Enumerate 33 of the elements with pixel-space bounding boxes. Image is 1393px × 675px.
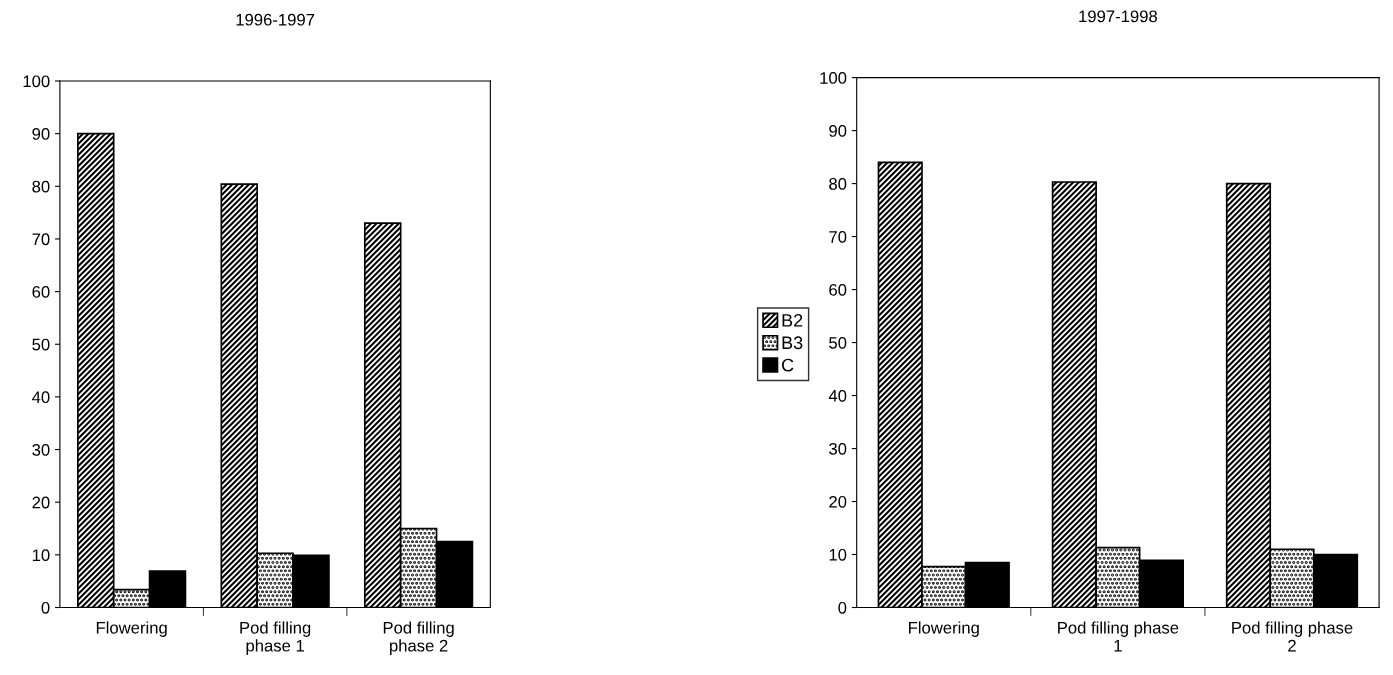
legend-label: B2 <box>782 314 803 327</box>
x-tick-label: Pod filling phase 2 <box>1232 621 1353 652</box>
y-tick-label: 90 <box>829 125 847 137</box>
y-tick-label: 60 <box>829 283 847 296</box>
chart-title: 1996-1997 <box>236 13 315 26</box>
y-tick-label: 90 <box>32 128 50 140</box>
x-tick-label: Pod filling phase 1 <box>1058 621 1179 652</box>
legend-label: C <box>782 358 794 372</box>
x-tick-label: Pod filling phase 1 <box>240 621 311 655</box>
y-tick-label: 60 <box>32 286 50 298</box>
y-tick-label: 50 <box>32 338 50 351</box>
y-tick-label: 80 <box>32 180 50 193</box>
x-tick-label: Pod filling phase 2 <box>383 621 454 655</box>
y-tick-label: 70 <box>32 233 50 246</box>
y-tick-label: 20 <box>829 495 847 508</box>
y-tick-label: 40 <box>828 389 847 402</box>
y-tick-label: 100 <box>820 72 847 84</box>
y-tick-label: 80 <box>829 178 847 190</box>
y-tick-label: 0 <box>838 601 847 614</box>
y-tick-label: 0 <box>41 601 50 614</box>
y-tick-label: 10 <box>32 549 50 562</box>
legend-label: B3 <box>782 336 803 350</box>
chart-title: 1997-1998 <box>1079 10 1158 23</box>
y-tick-label: 100 <box>23 75 50 88</box>
x-tick-label: Flowering <box>909 621 979 637</box>
y-tick-label: 40 <box>32 391 50 404</box>
y-tick-label: 70 <box>829 230 847 243</box>
y-tick-label: 20 <box>32 496 50 509</box>
y-tick-label: 30 <box>829 442 847 455</box>
y-tick-label: 50 <box>829 336 847 349</box>
y-tick-label: 10 <box>829 548 847 561</box>
x-tick-label: Flowering <box>96 621 167 637</box>
y-tick-label: 30 <box>32 443 50 456</box>
